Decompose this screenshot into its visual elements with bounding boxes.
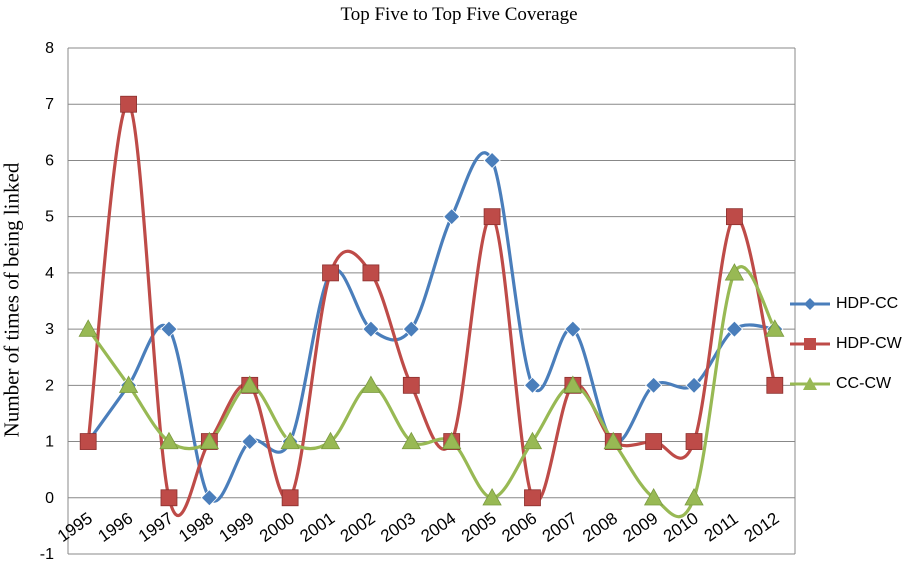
data-point-cc-cw <box>482 487 502 506</box>
x-tick-label: 1996 <box>94 509 136 546</box>
y-tick-label: 1 <box>45 434 54 451</box>
data-point-cc-cw <box>442 431 462 450</box>
data-point-hdp-cw <box>79 433 97 450</box>
legend-label: CC-CW <box>836 375 892 392</box>
y-tick-label: 0 <box>45 490 54 507</box>
y-tick-label: 8 <box>45 40 54 57</box>
data-point-hdp-cc <box>200 489 218 507</box>
x-tick-label: 2011 <box>701 509 742 546</box>
data-point-hdp-cw <box>524 489 541 507</box>
series-line-hdp-cw <box>86 102 777 518</box>
legend-item: HDP-CW <box>790 324 902 364</box>
data-point-hdp-cc <box>725 320 743 338</box>
data-point-cc-cw <box>765 319 785 337</box>
x-tick-label: 2003 <box>377 509 419 546</box>
data-point-cc-cw <box>159 431 179 450</box>
data-point-cc-cw <box>240 375 260 393</box>
x-tick-label: 2005 <box>458 509 500 546</box>
x-tick-label: 2001 <box>296 509 338 546</box>
data-point-hdp-cw <box>402 376 420 394</box>
y-tick-label: 2 <box>45 377 54 394</box>
data-point-hdp-cc <box>483 151 501 170</box>
y-tick-label: -1 <box>40 546 54 563</box>
data-point-cc-cw <box>401 431 421 450</box>
data-point-cc-cw <box>563 375 583 393</box>
legend-label: HDP-CW <box>836 335 902 352</box>
data-point-hdp-cw <box>120 95 137 113</box>
data-point-cc-cw <box>684 487 704 506</box>
series-line-cc-cw <box>86 265 777 519</box>
legend-item: HDP-CC <box>790 284 902 324</box>
legend-swatch <box>790 297 830 311</box>
x-tick-label: 2000 <box>256 509 298 546</box>
data-point-cc-cw <box>199 431 220 450</box>
x-tick-label: 2012 <box>741 509 783 546</box>
x-tick-label: 2010 <box>660 509 702 546</box>
data-point-cc-cw <box>361 375 381 393</box>
chart-title: Top Five to Top Five Coverage <box>340 4 578 25</box>
x-tick-label: 1997 <box>135 509 177 546</box>
data-point-hdp-cw <box>362 264 380 282</box>
data-point-hdp-cc <box>645 376 663 394</box>
x-tick-label: 2004 <box>418 509 460 546</box>
data-point-hdp-cw <box>766 376 784 394</box>
data-point-hdp-cc <box>523 376 542 394</box>
x-tick-label: 2006 <box>498 509 540 546</box>
y-tick-label: 5 <box>45 209 54 226</box>
data-point-hdp-cc <box>402 320 420 338</box>
data-point-hdp-cw <box>322 264 339 282</box>
legend: HDP-CC HDP-CW CC-CW <box>790 284 902 404</box>
data-point-hdp-cc <box>362 320 380 338</box>
data-point-cc-cw <box>522 431 543 450</box>
legend-item: CC-CW <box>790 364 902 404</box>
data-point-cc-cw <box>643 487 664 506</box>
data-point-hdp-cw <box>645 433 663 450</box>
data-point-cc-cw <box>603 431 623 450</box>
x-tick-label: 1995 <box>54 509 96 546</box>
legend-swatch <box>790 377 830 391</box>
data-point-hdp-cw <box>281 489 299 507</box>
x-tick-label: 2008 <box>579 509 621 546</box>
x-tick-label: 2009 <box>620 509 662 546</box>
data-point-hdp-cc <box>160 320 178 338</box>
data-point-cc-cw <box>724 263 745 281</box>
series-line-hdp-cc <box>86 151 775 503</box>
data-point-hdp-cc <box>443 208 461 226</box>
data-point-hdp-cc <box>564 320 582 338</box>
x-tick-label: 2002 <box>337 509 379 546</box>
y-tick-label: 7 <box>45 96 54 113</box>
x-tick-label: 1999 <box>216 509 258 546</box>
legend-label: HDP-CC <box>836 295 899 312</box>
data-point-hdp-cw <box>726 208 743 226</box>
data-point-hdp-cc <box>241 432 259 451</box>
data-point-cc-cw <box>280 431 300 450</box>
data-point-cc-cw <box>78 319 98 337</box>
x-tick-label: 2007 <box>539 509 581 546</box>
data-point-hdp-cw <box>160 489 178 507</box>
data-point-cc-cw <box>320 431 341 450</box>
y-tick-label: 4 <box>45 265 54 282</box>
data-point-hdp-cw <box>685 433 703 450</box>
data-point-hdp-cc <box>685 376 703 394</box>
data-point-cc-cw <box>118 375 139 393</box>
y-tick-label: 3 <box>45 321 54 338</box>
y-tick-label: 6 <box>45 152 54 169</box>
data-point-hdp-cw <box>483 208 501 226</box>
legend-swatch <box>790 337 830 351</box>
